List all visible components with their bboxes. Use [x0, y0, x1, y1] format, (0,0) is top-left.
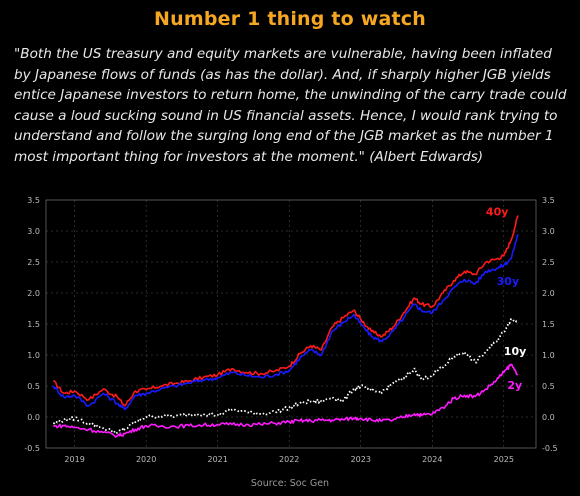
series-label-40y: 40y — [486, 206, 508, 219]
x-tick-label: 2019 — [64, 455, 84, 464]
x-tick-label: 2022 — [279, 455, 299, 464]
page-title: Number 1 thing to watch — [154, 8, 426, 30]
series-line-10y — [53, 318, 519, 435]
series-line-2y — [52, 363, 519, 438]
y-tick-label-left: 1.5 — [27, 320, 40, 329]
source-note: Source: Soc Gen — [250, 478, 330, 489]
series-label-2y: 2y — [507, 379, 522, 392]
x-tick-label: 2025 — [494, 455, 514, 464]
yield-chart: -0.5 -0.5 0.0 0.0 0.5 0.5 1.0 1.0 1.5 1.5 2.0 2.0 2.… — [8, 190, 570, 476]
series-label-10y: 10y — [504, 345, 526, 358]
y-tick-label-right: 0.5 — [542, 382, 555, 391]
series-layer — [52, 215, 519, 438]
label-layer: 40y 30y 10y 2y — [486, 206, 526, 393]
y-tick-label-right: 2.0 — [542, 289, 555, 298]
series-line-40y — [53, 215, 519, 407]
y-tick-label-right: 0.0 — [542, 413, 555, 422]
y-tick-label-left: 3.5 — [27, 196, 40, 205]
quote-text: "Both the US treasury and equity markets… — [14, 46, 567, 165]
chart-background — [8, 190, 570, 476]
y-tick-label-right: 3.0 — [542, 227, 555, 236]
y-tick-label-left: 2.0 — [27, 289, 40, 298]
y-tick-label-left: 1.0 — [27, 351, 40, 360]
x-tick-label: 2023 — [351, 455, 371, 464]
y-tick-label-right: 3.5 — [542, 196, 555, 205]
y-tick-label-left: 2.5 — [27, 258, 40, 267]
plot-frame — [45, 199, 537, 449]
y-tick-label-right: -0.5 — [542, 444, 558, 453]
y-tick-label-right: 1.5 — [542, 320, 555, 329]
chart-container: -0.5 -0.5 0.0 0.0 0.5 0.5 1.0 1.0 1.5 1.5 2.0 2.0 2.… — [8, 190, 570, 476]
y-tick-label-left: 0.5 — [27, 382, 40, 391]
x-tick-label: 2021 — [207, 455, 227, 464]
y-tick-label-right: 1.0 — [542, 351, 555, 360]
x-tick-label: 2020 — [136, 455, 156, 464]
series-label-30y: 30y — [497, 275, 519, 288]
axis-layer: -0.5 -0.5 0.0 0.0 0.5 0.5 1.0 1.0 1.5 1.5 2.0 2.0 2.… — [24, 196, 557, 464]
y-tick-label-left: 0.0 — [27, 413, 40, 422]
x-tick-label: 2024 — [422, 455, 442, 464]
y-tick-label-right: 2.5 — [542, 258, 555, 267]
series-line-30y — [52, 233, 519, 411]
y-tick-label-left: 3.0 — [27, 227, 40, 236]
y-tick-label-left: -0.5 — [24, 444, 40, 453]
